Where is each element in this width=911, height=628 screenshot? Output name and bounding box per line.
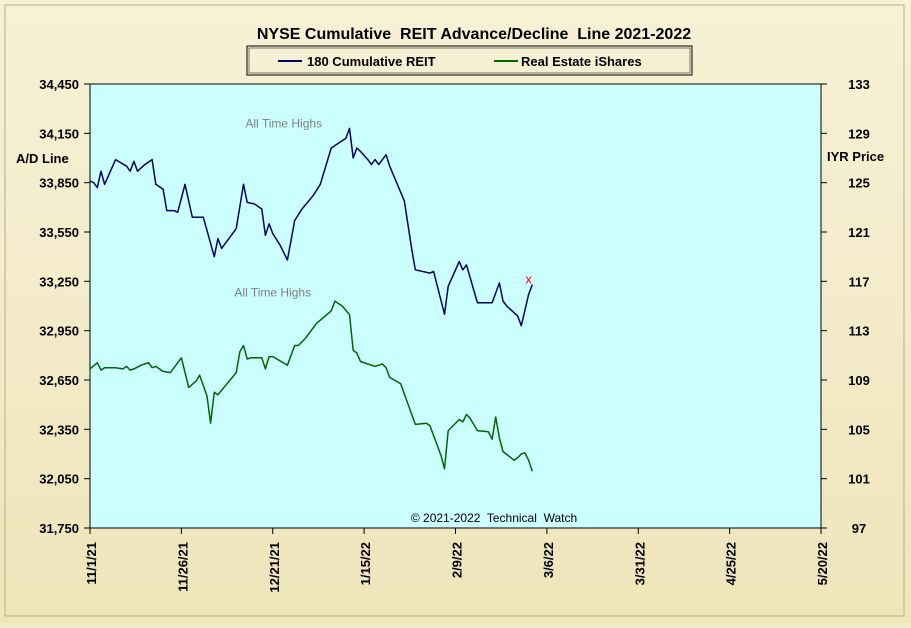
legend-box-inner: [248, 47, 691, 74]
x-tick-label: 11/1/21: [84, 542, 99, 585]
footer-credit: © 2021-2022 Technical Watch: [411, 511, 577, 525]
annotation-all-time-highs: All Time Highs: [234, 285, 311, 299]
left-tick-label: 34,150: [39, 126, 79, 141]
annotations: All Time Highs All Time Highs x: [234, 116, 532, 299]
right-axis-ticks: 133 129 125 121 117 113 109 105 101 97: [821, 77, 870, 536]
annotation-all-time-highs: All Time Highs: [245, 116, 322, 130]
x-tick-label: 4/25/22: [724, 542, 739, 585]
x-tick-label: 11/26/21: [175, 542, 190, 592]
right-tick-label: 109: [848, 373, 870, 388]
chart-title: NYSE Cumulative REIT Advance/Decline Lin…: [257, 26, 691, 43]
legend-label-reit: 180 Cumulative REIT: [307, 54, 436, 69]
right-tick-label: 125: [848, 176, 870, 191]
right-axis-label: IYR Price: [827, 149, 884, 164]
left-tick-label: 33,550: [39, 225, 79, 240]
outer-frame: [4, 4, 905, 617]
plot-area: [89, 83, 822, 529]
left-axis-ticks: 34,450 34,150 33,850 33,550 33,250 32,950 32,6…: [39, 77, 90, 536]
series-line-iyr: [89, 300, 534, 472]
right-tick-label: 105: [848, 422, 870, 437]
right-tick-label: 101: [848, 472, 870, 487]
x-tick-label: 12/21/21: [267, 542, 282, 593]
legend-box: [246, 45, 693, 76]
series-line-reit: [89, 127, 534, 327]
left-tick-label: 34,450: [39, 77, 79, 92]
right-tick-label: 117: [849, 274, 870, 289]
x-tick-label: 2/9/22: [450, 542, 465, 578]
right-tick-label: 113: [849, 324, 870, 339]
x-axis-ticks: 11/1/21 11/26/21 12/21/21 1/15/22 2/9/22 3/6/…: [84, 528, 830, 593]
right-tick-label: 121: [848, 225, 870, 240]
right-tick-label: 97: [852, 521, 866, 536]
legend-label-iyr: Real Estate iShares: [521, 54, 642, 69]
left-tick-label: 32,350: [39, 422, 79, 437]
marker-x: x: [525, 272, 532, 287]
left-tick-label: 32,050: [39, 472, 79, 487]
left-tick-label: 33,850: [39, 176, 79, 191]
left-tick-label: 33,250: [39, 274, 79, 289]
x-tick-label: 1/15/22: [358, 542, 373, 585]
left-tick-label: 32,950: [39, 324, 79, 339]
x-tick-label: 5/20/22: [815, 542, 830, 585]
left-axis-label: A/D Line: [16, 151, 69, 166]
legend: 180 Cumulative REIT Real Estate iShares: [246, 45, 693, 76]
right-tick-label: 133: [848, 77, 870, 92]
left-tick-label: 32,650: [39, 373, 79, 388]
x-tick-label: 3/31/22: [632, 542, 647, 585]
x-tick-label: 3/6/22: [541, 542, 556, 578]
right-tick-label: 129: [848, 126, 870, 141]
left-tick-label: 31,750: [39, 521, 79, 536]
